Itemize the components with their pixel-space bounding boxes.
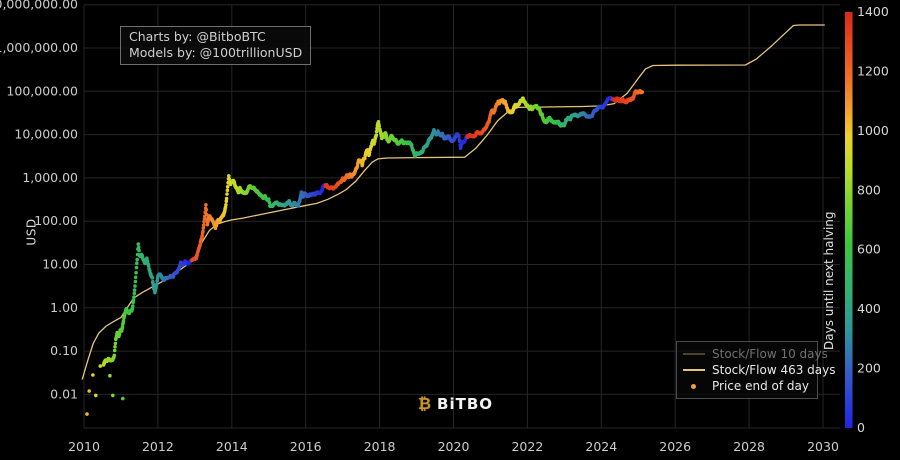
- svg-text:2026: 2026: [659, 439, 691, 454]
- dot-swatch-icon: [691, 383, 696, 389]
- legend-item-stock-flow-463[interactable]: Stock/Flow 463 days: [683, 362, 836, 378]
- credits-line1: Charts by: @BitboBTC: [129, 29, 266, 44]
- price-dots: [85, 89, 645, 416]
- svg-text:2012: 2012: [142, 439, 174, 454]
- credits-line2: Models by: @100trillionUSD: [129, 45, 303, 60]
- bitbo-logo: ₿ BiTBO: [418, 394, 493, 414]
- svg-text:600: 600: [857, 242, 881, 257]
- legend-label: Price end of day: [712, 379, 809, 393]
- svg-text:2014: 2014: [216, 439, 248, 454]
- svg-text:1200: 1200: [857, 63, 889, 78]
- svg-text:2030: 2030: [807, 439, 839, 454]
- bitcoin-shield-icon: ₿: [418, 394, 432, 413]
- svg-text:1000: 1000: [857, 123, 889, 138]
- svg-text:100,000.00: 100,000.00: [6, 83, 78, 98]
- line-swatch-icon: [683, 369, 705, 371]
- svg-text:1400: 1400: [857, 4, 889, 19]
- legend-label: Stock/Flow 10 days: [712, 347, 828, 361]
- colorbar-tick-labels: 0 200 400 600 800 1000 1200 1400: [857, 4, 889, 435]
- line-swatch-icon: [683, 353, 705, 355]
- y-tick-labels: 10,000,000.00 1,000,000.00 100,000.00 10,00…: [0, 0, 78, 401]
- y-axis-title: USD: [24, 218, 39, 246]
- colorbar: [845, 12, 853, 428]
- svg-text:1,000,000.00: 1,000,000.00: [0, 40, 78, 55]
- svg-text:1,000.00: 1,000.00: [22, 170, 78, 185]
- credits-box: Charts by: @BitboBTC Models by: @100tril…: [120, 26, 312, 65]
- svg-text:10.00: 10.00: [42, 257, 78, 272]
- legend-item-price-end-of-day[interactable]: Price end of day: [683, 378, 811, 394]
- svg-text:100.00: 100.00: [34, 213, 78, 228]
- svg-text:2024: 2024: [585, 439, 617, 454]
- gridlines: [83, 4, 840, 429]
- legend: Stock/Flow 10 days Stock/Flow 463 days P…: [676, 341, 836, 399]
- svg-text:1.00: 1.00: [50, 300, 78, 315]
- colorbar-title: Days until next halving: [822, 211, 836, 350]
- svg-text:2020: 2020: [438, 439, 470, 454]
- svg-text:2016: 2016: [290, 439, 322, 454]
- svg-text:2022: 2022: [511, 439, 543, 454]
- svg-text:2028: 2028: [733, 439, 765, 454]
- legend-label: Stock/Flow 463 days: [712, 363, 836, 377]
- svg-text:0.10: 0.10: [50, 343, 78, 358]
- svg-text:200: 200: [857, 361, 881, 376]
- svg-text:2010: 2010: [68, 439, 100, 454]
- bitbo-logo-text: BiTBO: [437, 395, 494, 413]
- x-tick-labels: 2010 2012 2014 2016 2018 2020 2022 2024 2026 2028…: [68, 439, 839, 454]
- stock-flow-463-line: [81, 24, 825, 380]
- svg-text:0: 0: [857, 420, 865, 435]
- svg-text:10,000,000.00: 10,000,000.00: [0, 0, 78, 12]
- svg-text:800: 800: [857, 182, 881, 197]
- legend-item-stock-flow-10[interactable]: Stock/Flow 10 days: [683, 346, 828, 362]
- svg-text:10,000.00: 10,000.00: [14, 127, 78, 142]
- svg-text:2018: 2018: [364, 439, 396, 454]
- svg-text:400: 400: [857, 301, 881, 316]
- svg-text:0.01: 0.01: [50, 386, 78, 401]
